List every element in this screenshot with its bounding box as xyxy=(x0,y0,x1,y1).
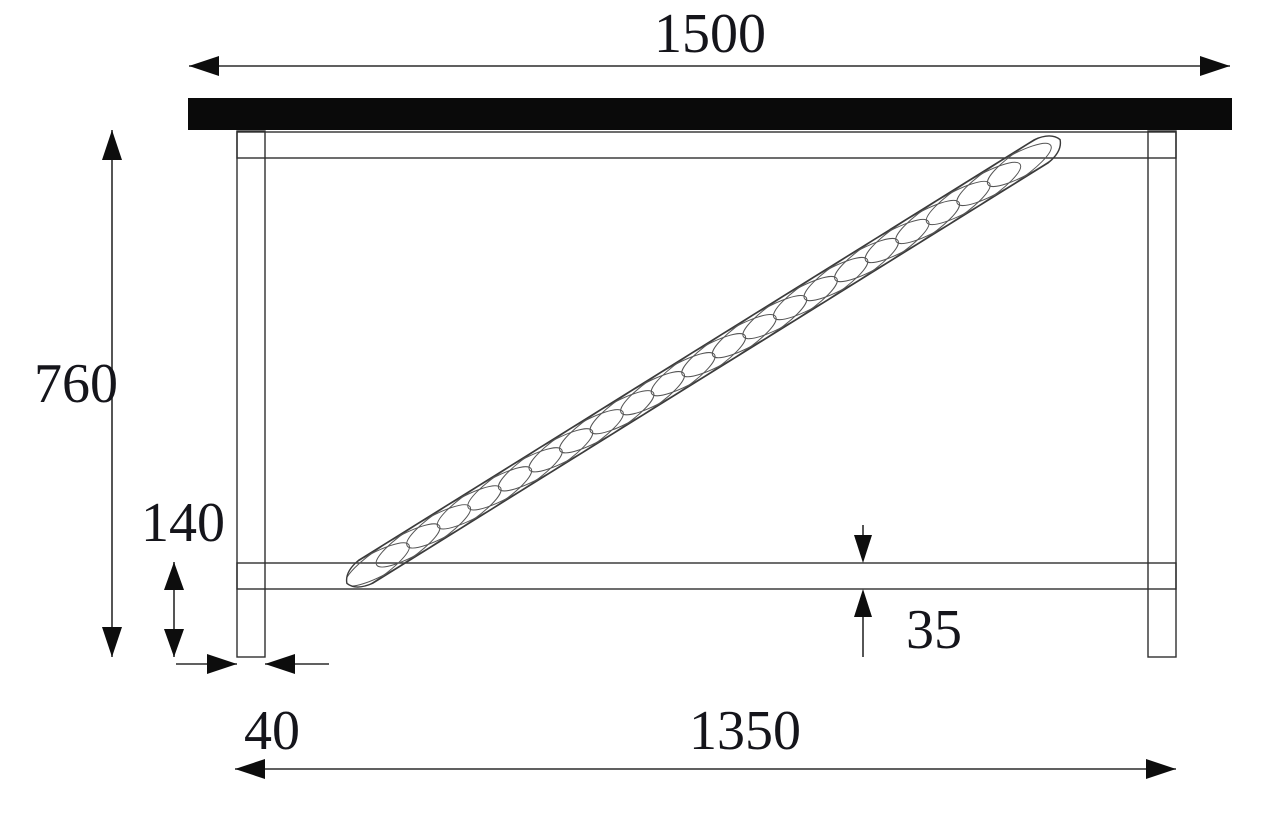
right-leg xyxy=(1147,130,1177,658)
arrowhead-up-icon xyxy=(102,130,122,160)
arrowhead-right-icon xyxy=(1200,56,1230,76)
dimension-rail-height: 140 xyxy=(141,492,225,657)
arrowhead-down-icon xyxy=(102,627,122,657)
top-rail xyxy=(236,131,1177,159)
dimension-top-width: 1500 xyxy=(189,3,1230,76)
diagonal-brace xyxy=(339,127,1068,596)
dimension-leg-thickness: 40 xyxy=(176,654,329,762)
arrowhead-down-icon xyxy=(164,629,184,657)
arrowhead-up-icon xyxy=(854,589,872,617)
dimension-label-1500: 1500 xyxy=(654,3,766,65)
tabletop xyxy=(188,98,1232,130)
table-frame xyxy=(188,98,1232,658)
brace-grain-hatch xyxy=(339,128,1068,595)
arrowhead-right-icon xyxy=(207,654,237,674)
arrowhead-left-icon xyxy=(189,56,219,76)
arrowhead-right-icon xyxy=(1146,759,1176,779)
dimension-rail-thickness: 35 xyxy=(854,525,962,661)
arrowhead-up-icon xyxy=(164,562,184,590)
dimension-label-35: 35 xyxy=(906,599,962,661)
dimension-bottom-span: 1350 xyxy=(235,700,1176,779)
arrowhead-down-icon xyxy=(854,535,872,563)
arrowhead-left-icon xyxy=(265,654,295,674)
bottom-rail xyxy=(236,562,1177,590)
dimension-label-40: 40 xyxy=(244,700,300,762)
dimension-label-1350: 1350 xyxy=(689,700,801,762)
dimension-label-760: 760 xyxy=(34,353,118,415)
dimension-overall-height: 760 xyxy=(34,130,122,657)
arrowhead-left-icon xyxy=(235,759,265,779)
left-leg xyxy=(236,130,266,658)
dimension-label-140: 140 xyxy=(141,492,225,554)
